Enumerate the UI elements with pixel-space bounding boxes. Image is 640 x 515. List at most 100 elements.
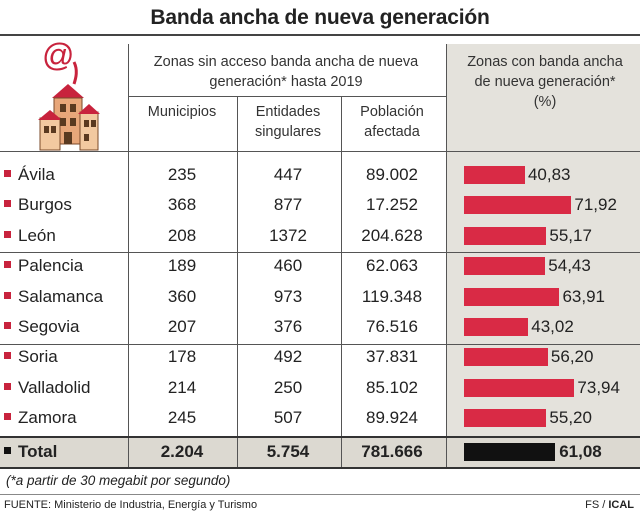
cell-poblacion: 85.102: [366, 377, 418, 397]
province-name: Salamanca: [18, 286, 104, 306]
cell-poblacion: 37.831: [366, 347, 418, 367]
cell-poblacion: 119.348: [361, 286, 423, 306]
cell-poblacion: 89.002: [366, 165, 418, 184]
province-label: Zamora: [4, 403, 77, 433]
coverage-bar-track: 55,20: [464, 408, 624, 428]
coverage-bar-value: 55,17: [549, 225, 592, 245]
cell-municipios: 208: [167, 225, 197, 245]
total-municipios: 2.204: [160, 442, 204, 461]
cell-entidades: 460: [273, 256, 303, 276]
province-label: Salamanca: [4, 282, 103, 312]
credit-prefix: FS /: [585, 499, 609, 511]
cell-municipios: 235: [167, 165, 197, 184]
grid-vline: [237, 96, 238, 436]
coverage-bar: [464, 409, 547, 428]
coverage-bar-value: 73,94: [577, 377, 620, 397]
coverage-bar-track: 40,83: [464, 165, 624, 184]
cell-entidades: 877: [273, 195, 303, 215]
coverage-bar-value: 71,92: [574, 195, 617, 215]
coverage-bar-track: 55,17: [464, 226, 624, 245]
bullet-icon: [4, 382, 11, 390]
cell-municipios: 360: [167, 286, 197, 306]
total-label-text: Total: [18, 442, 58, 461]
coverage-bar-track: 63,91: [464, 287, 624, 306]
grid-vline: [128, 44, 129, 436]
bullet-icon: [4, 261, 11, 269]
bullet-icon: [4, 170, 11, 178]
total-bar: [464, 443, 556, 461]
grid-vline: [128, 438, 129, 467]
bullet-icon: [4, 200, 11, 208]
total-bar-value: 61,08: [559, 442, 602, 461]
coverage-bar: [464, 257, 546, 276]
total-bar-track: 61,08: [464, 442, 624, 461]
grid-hline: [0, 252, 640, 253]
coverage-bar: [464, 226, 547, 245]
total-rule-top: [0, 436, 640, 438]
cell-poblacion: 17.252: [366, 195, 418, 215]
grid-hline: [0, 344, 640, 345]
building-at-icon: @: [38, 40, 100, 151]
cell-municipios: 189: [167, 256, 197, 276]
header-entidades: Entidades singulares: [254, 104, 322, 140]
coverage-bar-value: 54,43: [548, 256, 591, 276]
province-name: Zamora: [18, 408, 77, 428]
cell-municipios: 178: [167, 347, 197, 367]
total-rule-bottom: [0, 467, 640, 469]
province-name: Segovia: [18, 317, 80, 336]
title-divider: [0, 34, 640, 36]
grid-vline: [341, 438, 342, 467]
cell-poblacion: 89.924: [366, 408, 418, 428]
coverage-bar-value: 56,20: [550, 347, 594, 367]
province-label: Soria: [4, 342, 58, 372]
province-name: Ávila: [18, 165, 55, 184]
cell-municipios: 368: [167, 195, 197, 215]
bullet-icon: [4, 413, 11, 421]
coverage-bar: [464, 166, 525, 184]
province-label: León: [4, 221, 56, 251]
province-name: Palencia: [18, 256, 84, 276]
cell-poblacion: 204.628: [361, 225, 423, 245]
bullet-icon: [4, 291, 11, 299]
coverage-bar-track: 73,94: [464, 378, 624, 397]
cell-entidades: 376: [273, 317, 303, 336]
grid-vline: [341, 96, 342, 436]
cell-poblacion: 76.516: [366, 317, 418, 336]
coverage-bar: [464, 348, 548, 367]
province-label: Burgos: [4, 190, 72, 220]
grid-hline: [0, 151, 640, 152]
cell-entidades: 973: [273, 286, 303, 306]
cell-poblacion: 62.063: [366, 256, 418, 276]
coverage-bar-track: 43,02: [464, 317, 624, 336]
total-poblacion: 781.666: [361, 442, 423, 461]
province-label: Ávila: [4, 160, 55, 190]
coverage-bar: [464, 378, 575, 397]
province-label: Segovia: [4, 312, 79, 342]
cell-municipios: 214: [167, 377, 197, 397]
province-label: Valladolid: [4, 373, 90, 403]
grid-vline: [237, 438, 238, 467]
cell-entidades: 507: [273, 408, 303, 428]
grid-vline: [446, 438, 447, 467]
coverage-bar-track: 54,43: [464, 256, 624, 276]
header-con-banda: Zonas con banda ancha de nueva generació…: [467, 54, 623, 110]
cell-entidades: 1372: [269, 225, 307, 245]
coverage-bar-track: 56,20: [464, 347, 624, 367]
cell-entidades: 492: [273, 347, 303, 367]
coverage-bar-value: 40,83: [527, 165, 571, 184]
coverage-bar: [464, 287, 560, 306]
total-bullet-icon: [4, 447, 11, 455]
grid-hline: [128, 96, 446, 97]
cell-entidades: 447: [273, 165, 303, 184]
province-name: Burgos: [18, 195, 72, 215]
coverage-bar-value: 43,02: [531, 317, 574, 336]
footer-divider: [0, 494, 640, 495]
header-no-access-group: Zonas sin acceso banda ancha de nueva ge…: [153, 54, 419, 90]
credit-agency: ICAL: [608, 499, 634, 511]
province-name: Valladolid: [18, 377, 91, 397]
coverage-bar: [464, 196, 572, 215]
header-poblacion: Población afectada: [360, 104, 424, 140]
header-municipios: Municipios: [147, 104, 217, 120]
coverage-bar-value: 55,20: [549, 408, 592, 428]
total-label: Total: [4, 437, 57, 467]
